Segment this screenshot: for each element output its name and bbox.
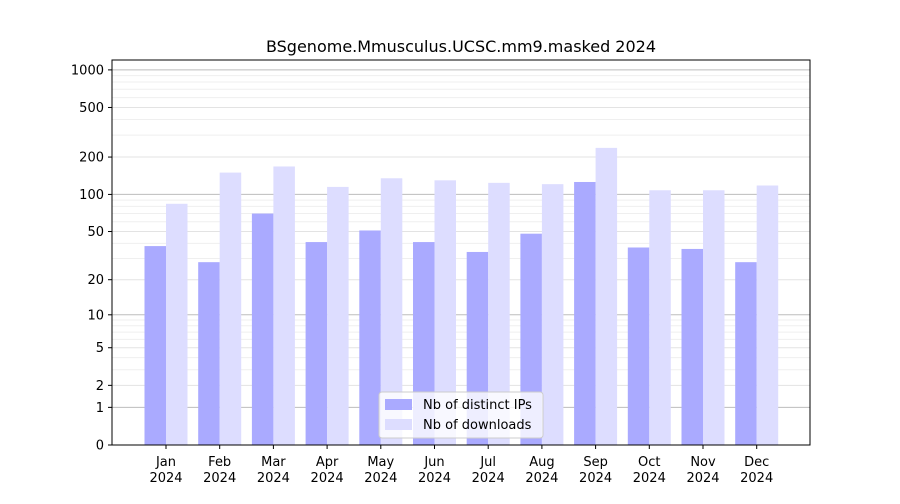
bars — [144, 147, 779, 445]
bar-downloads — [756, 185, 779, 445]
x-tick-label-month: Mar — [261, 455, 286, 470]
legend-swatch — [385, 419, 412, 430]
x-tick-label-month: Jul — [479, 455, 496, 470]
y-tick-label: 5 — [96, 341, 104, 356]
bar-distinct-ips — [735, 262, 757, 445]
x-tick-label-year: 2024 — [149, 471, 182, 486]
bar-distinct-ips — [627, 247, 650, 445]
y-tick-label: 1 — [96, 401, 104, 416]
y-tick-label: 100 — [79, 188, 104, 203]
y-tick-label: 2 — [96, 379, 104, 394]
x-tick-label-month: Jan — [155, 455, 176, 470]
bar-distinct-ips — [574, 181, 596, 445]
bar-downloads — [273, 166, 295, 445]
x-tick-label-month: Jun — [423, 455, 444, 470]
y-tick-label: 0 — [96, 439, 104, 454]
x-tick-label-year: 2024 — [203, 471, 236, 486]
x-tick-label-year: 2024 — [418, 471, 451, 486]
bar-downloads — [327, 186, 349, 445]
y-tick-label: 20 — [87, 273, 104, 288]
chart-title: BSgenome.Mmusculus.UCSC.mm9.masked 2024 — [266, 37, 656, 56]
legend-label: Nb of distinct IPs — [423, 398, 532, 413]
x-tick-label-month: Nov — [690, 455, 716, 470]
bar-distinct-ips — [359, 230, 381, 445]
bar-downloads — [595, 147, 618, 445]
x-tick-label-year: 2024 — [257, 471, 290, 486]
legend-label: Nb of downloads — [423, 418, 532, 433]
y-tick-label: 1000 — [71, 63, 104, 78]
bar-downloads — [649, 190, 671, 445]
bar-distinct-ips — [144, 246, 166, 445]
bar-distinct-ips — [681, 248, 703, 445]
y-tick-label: 200 — [79, 151, 104, 166]
bar-downloads — [434, 180, 456, 445]
y-axis: 0 1 2 5 10 20 50 100 200 500 1000 — [71, 63, 112, 454]
bar-downloads — [219, 172, 242, 445]
y-tick-label: 50 — [87, 225, 104, 240]
bar-downloads — [488, 182, 510, 445]
x-tick-label-month: Apr — [316, 455, 339, 470]
x-tick-label-month: Aug — [529, 455, 554, 470]
plot-frame — [111, 59, 811, 446]
x-tick-label-year: 2024 — [740, 471, 773, 486]
legend-swatch — [385, 399, 412, 410]
x-tick-label-year: 2024 — [633, 471, 666, 486]
x-tick-label-month: Feb — [208, 455, 231, 470]
x-tick-label-month: Oct — [638, 455, 660, 470]
x-tick-label-month: Sep — [583, 455, 608, 470]
bar-distinct-ips — [251, 213, 274, 445]
x-tick-label-year: 2024 — [472, 471, 505, 486]
y-tick-label: 500 — [79, 101, 104, 116]
x-tick-label-year: 2024 — [686, 471, 719, 486]
bar-distinct-ips — [198, 262, 220, 445]
x-tick-label-year: 2024 — [364, 471, 397, 486]
legend: Nb of distinct IPs Nb of downloads — [378, 391, 544, 439]
x-tick-label-year: 2024 — [311, 471, 344, 486]
bar-downloads — [703, 190, 725, 445]
bar-downloads — [380, 178, 403, 445]
x-tick-label-month: May — [367, 455, 394, 470]
bar-downloads — [541, 184, 564, 445]
x-tick-label-month: Dec — [744, 455, 769, 470]
y-tick-label: 10 — [87, 308, 104, 323]
x-tick-label-year: 2024 — [525, 471, 558, 486]
legend-box — [378, 391, 544, 439]
bar-downloads — [166, 203, 188, 445]
bar-distinct-ips — [305, 242, 328, 445]
x-tick-label-year: 2024 — [579, 471, 612, 486]
x-axis: Jan2024Feb2024Mar2024Apr2024May2024Jun20… — [149, 445, 773, 486]
